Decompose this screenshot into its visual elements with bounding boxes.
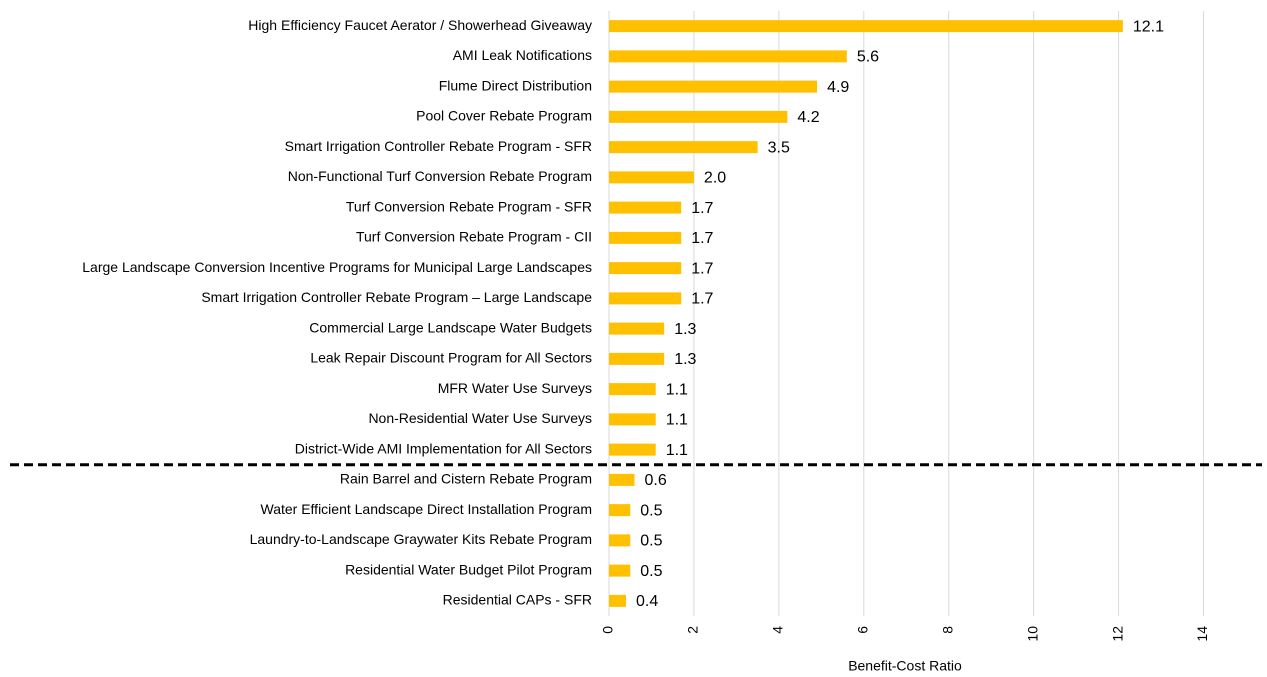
bar [609,322,665,335]
data-label: 1.1 [666,412,688,429]
data-label: 0.5 [640,563,662,580]
bar [609,564,631,577]
y-tick-label: Residential Water Budget Pilot Program [345,561,592,577]
y-tick-label: Non-Functional Turf Conversion Rebate Pr… [288,168,592,184]
bar [609,473,635,486]
data-label: 2.0 [704,170,726,187]
bar [609,352,665,365]
x-tick-label: 8 [939,626,955,634]
y-tick-label: Laundry-to-Landscape Graywater Kits Reba… [250,531,592,547]
data-label: 3.5 [768,139,790,156]
data-label: 1.3 [674,321,696,338]
x-tick-label: 14 [1194,626,1210,642]
bar [609,292,682,305]
data-label: 1.3 [674,351,696,368]
bar [609,50,847,63]
data-label: 0.4 [636,593,658,610]
data-label: 0.5 [640,533,662,550]
data-label: 1.7 [691,230,713,247]
bar [609,413,656,426]
x-tick-label: 10 [1024,626,1040,642]
x-axis-title: Benefit-Cost Ratio [848,658,962,674]
y-tick-label: District-Wide AMI Implementation for All… [295,440,592,456]
bar [609,262,682,275]
bar [609,201,682,214]
y-tick-label: AMI Leak Notifications [453,47,592,63]
bar [609,171,694,184]
data-label: 1.1 [666,442,688,459]
y-tick-label: Smart Irrigation Controller Rebate Progr… [285,138,592,154]
bar [609,231,682,244]
y-tick-label: Turf Conversion Rebate Program - CII [356,229,592,245]
data-label: 4.2 [797,109,819,126]
x-tick-label: 0 [600,626,616,634]
y-tick-label: Leak Repair Discount Program for All Sec… [310,350,592,366]
y-tick-label: MFR Water Use Surveys [438,380,592,396]
bar [609,534,631,547]
data-label: 0.6 [644,472,666,489]
x-tick-label: 6 [855,626,871,634]
bar [609,80,818,93]
data-label: 1.7 [691,291,713,308]
y-tick-label: Residential CAPs - SFR [443,592,592,608]
y-tick-label: Commercial Large Landscape Water Budgets [309,319,592,335]
y-tick-label: Water Efficient Landscape Direct Install… [261,501,593,517]
y-tick-label: Smart Irrigation Controller Rebate Progr… [201,289,592,305]
data-label: 1.7 [691,260,713,277]
x-tick-label: 2 [685,626,701,634]
x-tick-label: 4 [770,626,786,634]
y-tick-label: Turf Conversion Rebate Program - SFR [346,198,592,214]
data-label: 0.5 [640,502,662,519]
data-label: 4.9 [827,79,849,96]
y-tick-label: Large Landscape Conversion Incentive Pro… [82,259,592,275]
y-tick-label: Non-Residential Water Use Surveys [368,410,592,426]
data-label: 12.1 [1133,18,1164,35]
bar [609,383,656,396]
y-tick-label: Rain Barrel and Cistern Rebate Program [340,471,592,487]
bar [609,141,758,154]
bar [609,504,631,517]
bar [609,20,1123,33]
data-label: 1.1 [666,381,688,398]
y-tick-label: Pool Cover Rebate Program [416,108,592,124]
y-tick-label: High Efficiency Faucet Aerator / Showerh… [248,17,592,33]
x-tick-label: 12 [1109,626,1125,642]
data-label: 1.7 [691,200,713,217]
bar [609,594,626,607]
bar [609,110,788,123]
data-label: 5.6 [857,49,879,66]
y-tick-label: Flume Direct Distribution [439,77,592,93]
bar [609,443,656,456]
